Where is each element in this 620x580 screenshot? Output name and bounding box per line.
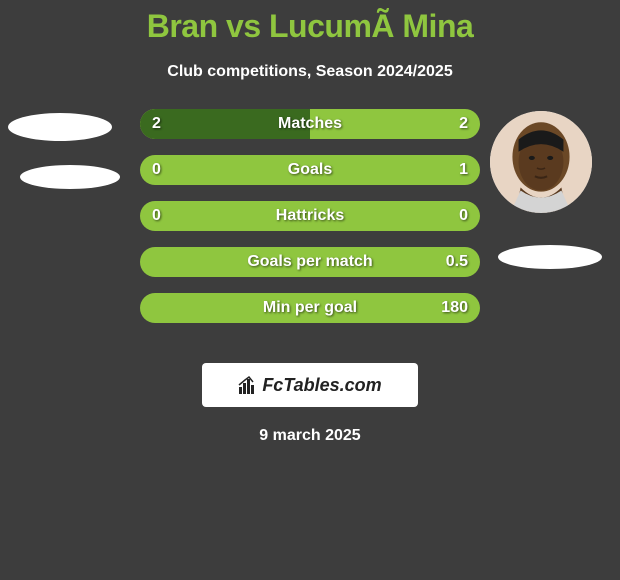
stat-value-right: 0 bbox=[459, 207, 468, 225]
season-subtitle: Club competitions, Season 2024/2025 bbox=[0, 63, 620, 81]
player-face-icon bbox=[490, 111, 592, 213]
stat-value-left: 0 bbox=[152, 161, 161, 179]
content-area: 2 Matches 2 0 Goals 1 0 Hattricks 0 Goal… bbox=[0, 109, 620, 359]
stat-value-left: 0 bbox=[152, 207, 161, 225]
stat-label: Hattricks bbox=[276, 207, 344, 225]
player-right-avatar bbox=[490, 111, 592, 213]
stat-label: Min per goal bbox=[263, 299, 357, 317]
stat-label: Goals per match bbox=[247, 253, 372, 271]
player-left-shape-2 bbox=[20, 165, 120, 189]
logo-box[interactable]: FcTables.com bbox=[202, 363, 418, 407]
logo-text: FcTables.com bbox=[238, 375, 381, 396]
stat-bar-matches: 2 Matches 2 bbox=[140, 109, 480, 139]
stat-value-right: 0.5 bbox=[446, 253, 468, 271]
stats-bars: 2 Matches 2 0 Goals 1 0 Hattricks 0 Goal… bbox=[140, 109, 480, 339]
stat-value-right: 180 bbox=[441, 299, 468, 317]
player-left-shape-1 bbox=[8, 113, 112, 141]
comparison-title: Bran vs LucumÃ­ Mina bbox=[0, 0, 620, 45]
stat-value-left: 2 bbox=[152, 115, 161, 133]
date-text: 9 march 2025 bbox=[0, 427, 620, 445]
player-right-shape-2 bbox=[498, 245, 602, 269]
chart-bars-icon bbox=[238, 375, 258, 395]
stat-bar-hattricks: 0 Hattricks 0 bbox=[140, 201, 480, 231]
stat-bar-min-per-goal: Min per goal 180 bbox=[140, 293, 480, 323]
logo-label: FcTables.com bbox=[262, 375, 381, 396]
stat-bar-goals: 0 Goals 1 bbox=[140, 155, 480, 185]
stat-bar-goals-per-match: Goals per match 0.5 bbox=[140, 247, 480, 277]
stat-label: Matches bbox=[278, 115, 342, 133]
stat-value-right: 2 bbox=[459, 115, 468, 133]
stat-value-right: 1 bbox=[459, 161, 468, 179]
stat-label: Goals bbox=[288, 161, 332, 179]
